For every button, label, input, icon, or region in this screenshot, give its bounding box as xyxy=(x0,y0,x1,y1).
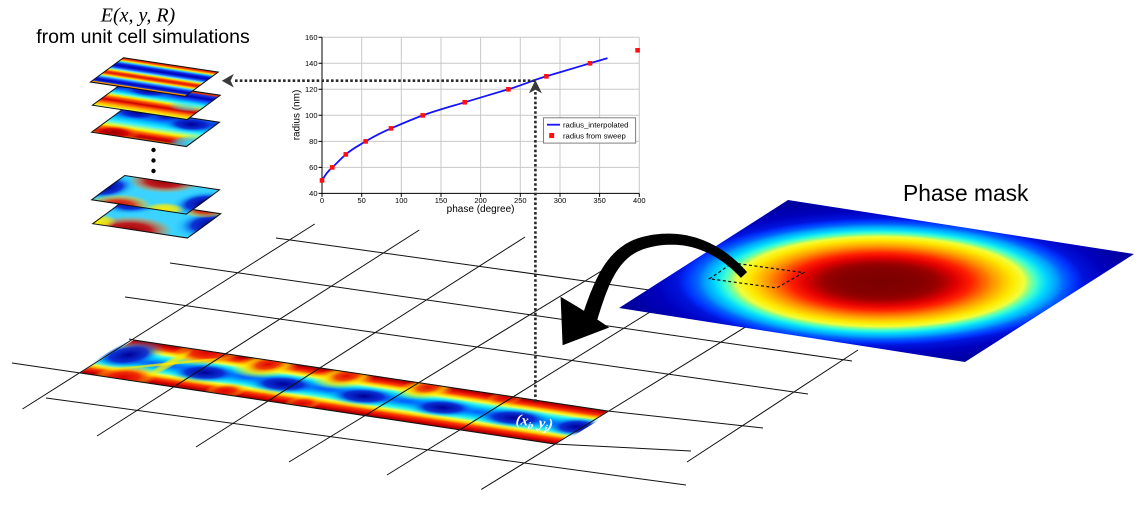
svg-text:Phase mask: Phase mask xyxy=(903,180,1029,206)
svg-text:120: 120 xyxy=(305,85,318,94)
svg-text:radius_interpolated: radius_interpolated xyxy=(563,120,628,129)
svg-text:100: 100 xyxy=(305,111,318,120)
svg-text:radius (nm): radius (nm) xyxy=(292,90,303,141)
svg-text:50: 50 xyxy=(358,196,366,205)
svg-text:350: 350 xyxy=(593,196,606,205)
svg-text:radius from sweep: radius from sweep xyxy=(563,132,626,141)
svg-text:0: 0 xyxy=(320,196,324,205)
svg-text:250: 250 xyxy=(514,196,527,205)
svg-text:300: 300 xyxy=(554,196,567,205)
svg-text:100: 100 xyxy=(395,196,408,205)
svg-text:160: 160 xyxy=(305,33,318,42)
svg-text:400: 400 xyxy=(633,196,646,205)
svg-text:from unit cell simulations: from unit cell simulations xyxy=(36,26,250,48)
svg-text:E(x, y, R): E(x, y, R) xyxy=(100,5,176,27)
svg-text:40: 40 xyxy=(309,189,317,198)
svg-text:60: 60 xyxy=(309,163,317,172)
svg-text:80: 80 xyxy=(309,137,317,146)
svg-text:200: 200 xyxy=(474,196,487,205)
svg-text:140: 140 xyxy=(305,59,318,68)
svg-text:phase (degree): phase (degree) xyxy=(447,204,515,215)
svg-text:150: 150 xyxy=(435,196,448,205)
